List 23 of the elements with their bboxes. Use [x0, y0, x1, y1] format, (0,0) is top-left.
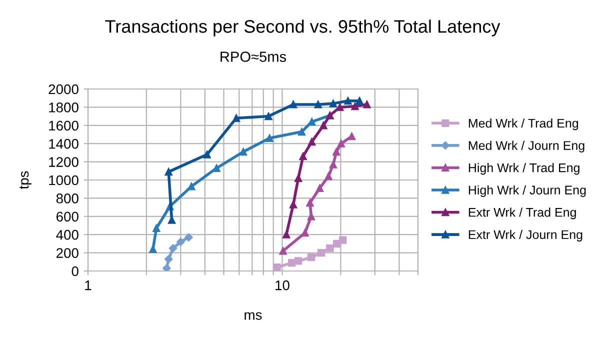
x-tick-label: 10 [276, 280, 290, 290]
y-tick-label: 800 [56, 194, 78, 204]
y-tick-label: 2000 [48, 84, 78, 94]
y-tick-label: 200 [56, 248, 78, 258]
y-tick-label: 400 [56, 230, 78, 240]
legend-label: High Wrk / Journ Eng [468, 185, 586, 197]
legend-label: Med Wrk / Journ Eng [468, 140, 584, 152]
y-tick-label: 600 [56, 212, 78, 222]
y-tick-label: 1600 [49, 120, 78, 131]
chart-subtitle: RPO≈5ms [220, 52, 286, 62]
x-tick-label: 1 [85, 280, 92, 290]
y-tick-label: 1000 [49, 175, 78, 186]
y-tick-label: 1200 [49, 157, 78, 167]
y-tick-label: 1800 [49, 102, 78, 112]
legend-label: Extr Wrk / Trad Eng [468, 208, 576, 220]
legend-label: Extr Wrk / Journ Eng [468, 230, 582, 242]
y-tick-label: 0 [72, 266, 78, 276]
legend-label: High Wrk / Trad Eng [468, 163, 580, 175]
chart-title: Transactions per Second vs. 95th% Total Latency [105, 20, 500, 36]
legend-label: Med Wrk / Trad Eng [468, 118, 578, 130]
x-axis-title: ms [244, 312, 262, 320]
y-tick-label: 1400 [49, 138, 78, 149]
y-axis-title: tps [20, 171, 32, 190]
